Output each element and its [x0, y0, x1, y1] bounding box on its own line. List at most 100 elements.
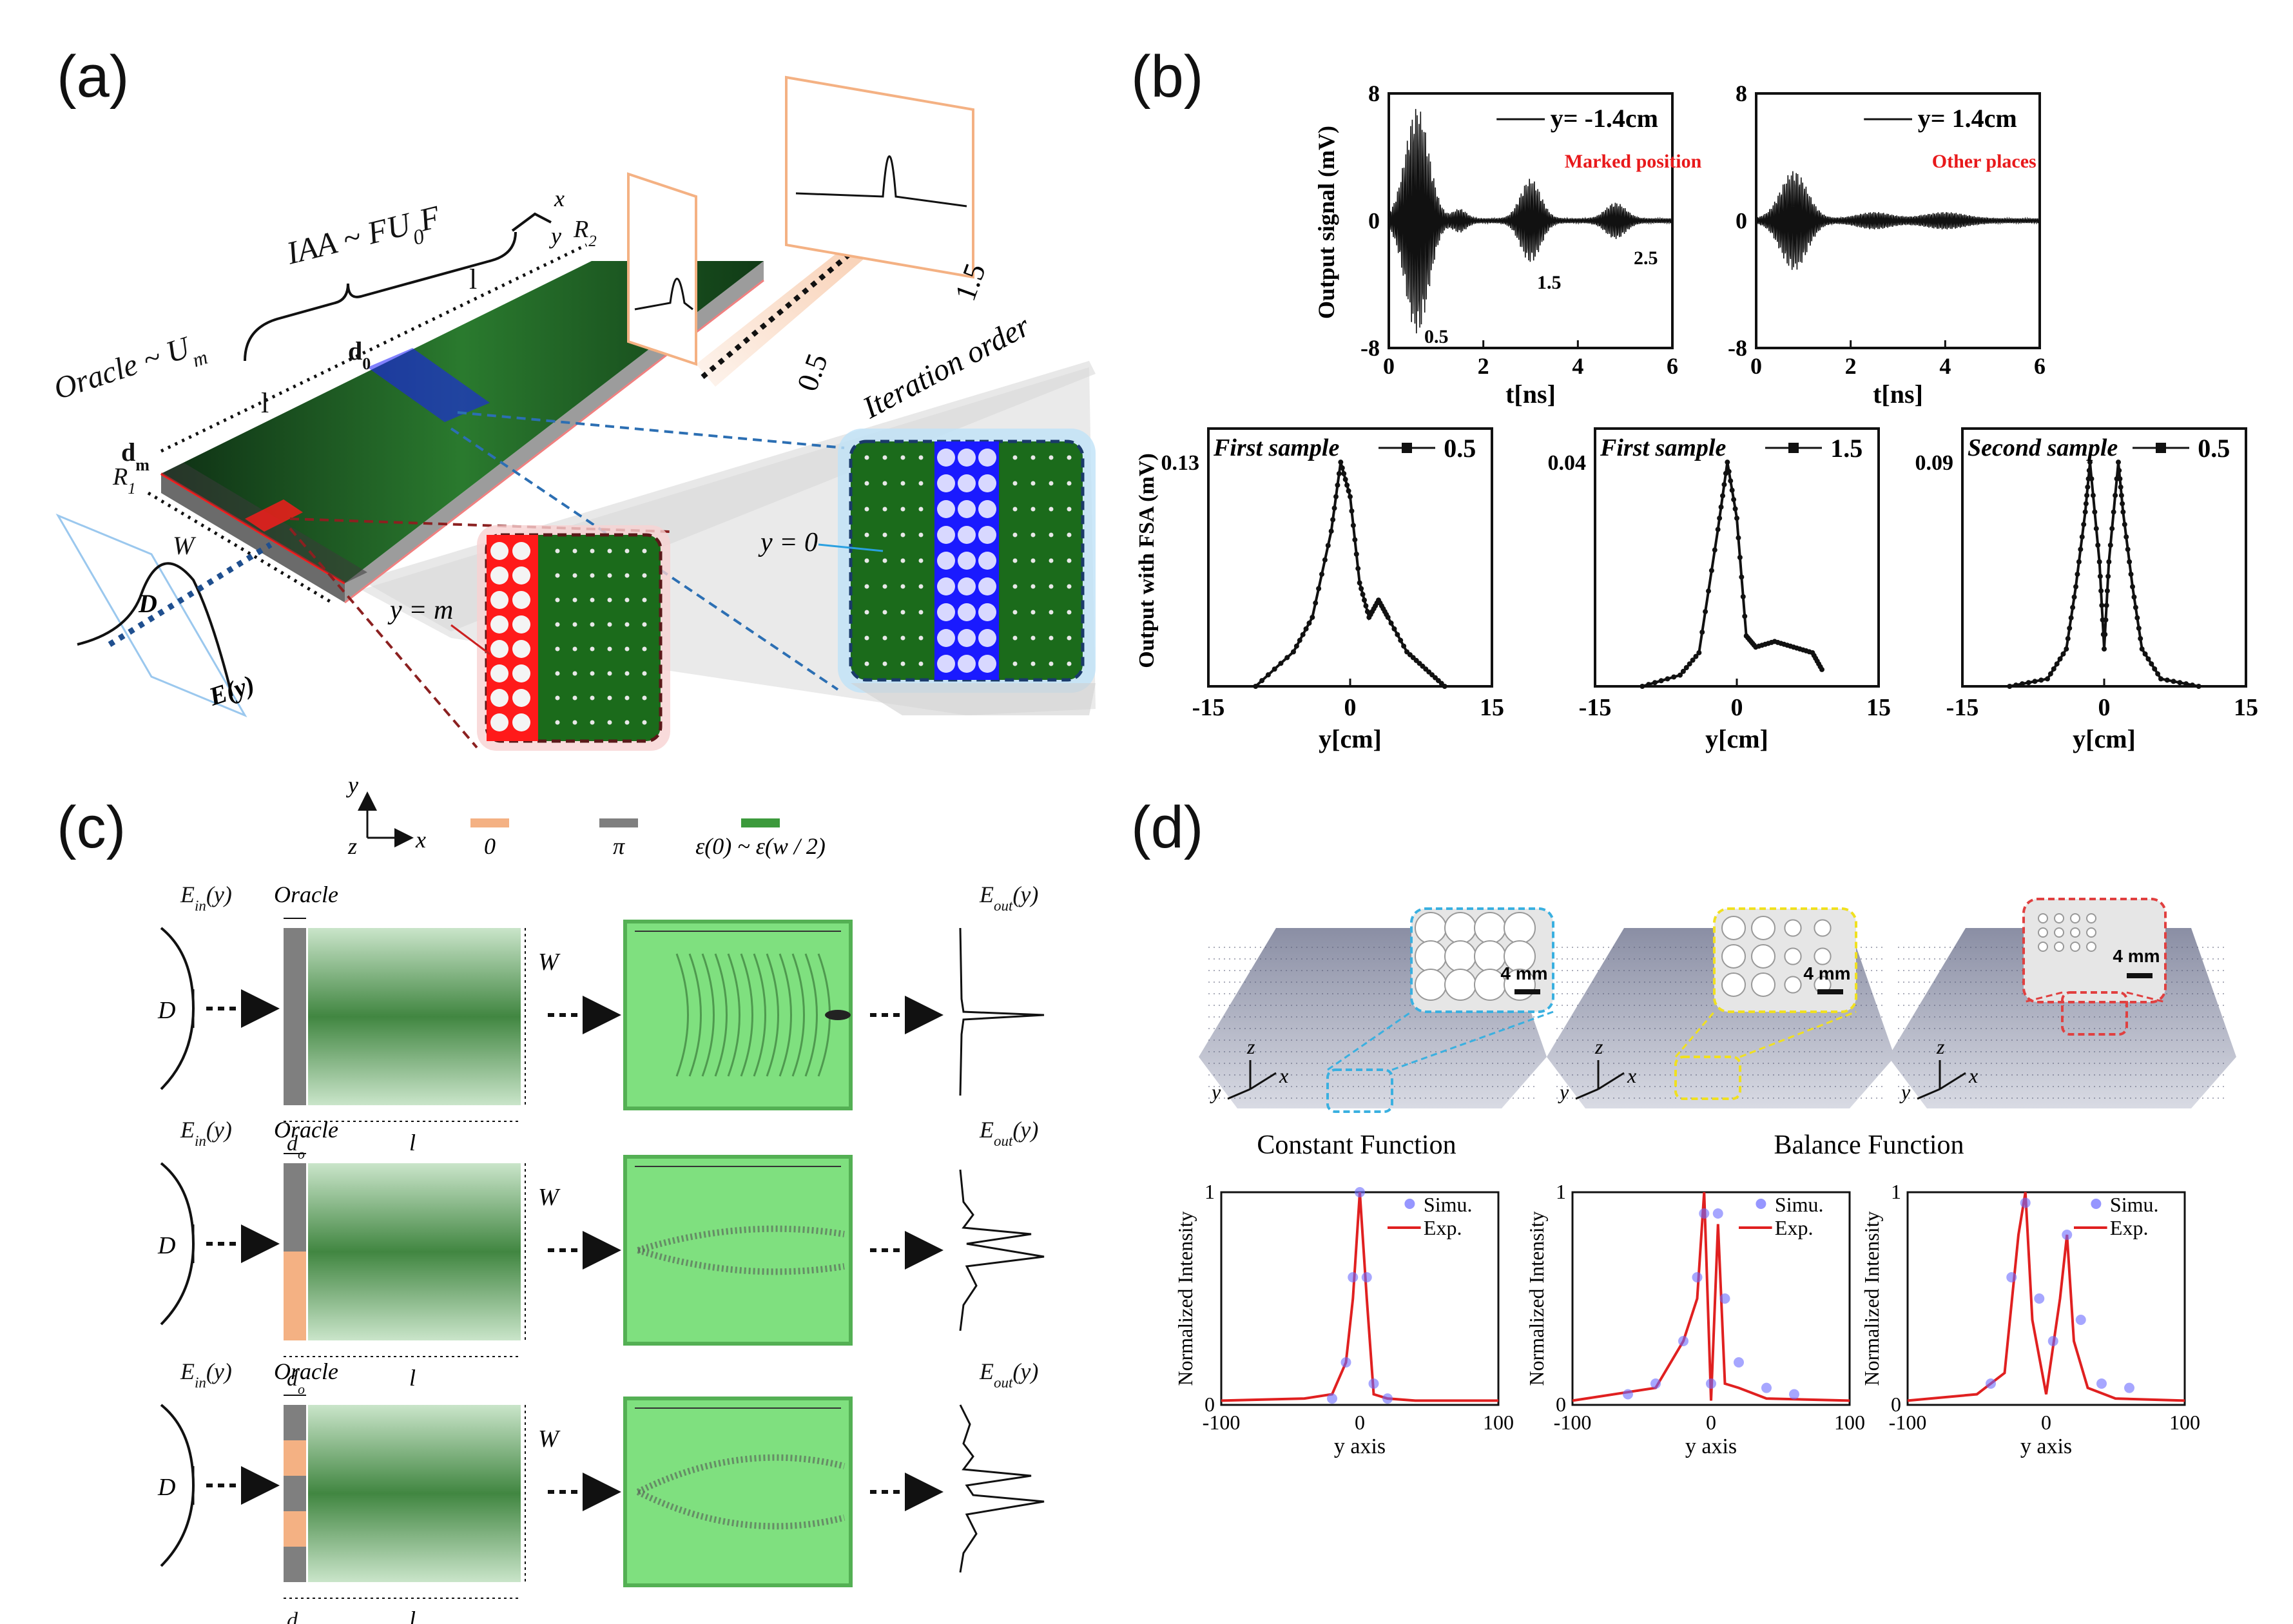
- fsa-point: [2104, 603, 2109, 608]
- fsa-point: [1442, 684, 1447, 689]
- y-max-label: 0.09: [1915, 451, 1954, 475]
- ein-label-main: E: [180, 1358, 195, 1384]
- simu-point: [1368, 1378, 1379, 1389]
- inset-blue-dot: [1049, 661, 1054, 666]
- ein-label: Ein(y): [180, 882, 232, 914]
- fsa-point: [1718, 504, 1724, 510]
- inset-red-dot: [642, 548, 647, 554]
- fsa-point: [1683, 665, 1689, 671]
- inset-red-dot: [590, 597, 595, 603]
- fsa-point: [1293, 643, 1299, 649]
- d-label: D: [138, 589, 157, 618]
- inset-red-dot: [572, 695, 577, 701]
- x-tick-label: -15: [1192, 694, 1225, 721]
- inset-red-hole: [490, 542, 508, 560]
- fsa-point: [2007, 684, 2013, 689]
- fsa-point: [2065, 635, 2071, 641]
- exp-curve: [1572, 1192, 1850, 1402]
- inset-blue-dot: [918, 558, 924, 563]
- x-label: y axis: [2020, 1435, 2072, 1458]
- inset-blue-hole: [937, 526, 955, 544]
- inset-blue-hole: [937, 603, 955, 621]
- fsa-point: [2076, 559, 2082, 565]
- fsa-point: [2078, 546, 2084, 552]
- d-block-2: 4 mm zx y: [1888, 898, 2236, 1108]
- fsa-point: [2177, 680, 2183, 686]
- inset-blue-hole: [958, 500, 976, 518]
- inset-blue-hole: [958, 449, 976, 467]
- fsa-point: [2098, 588, 2104, 594]
- fsa-point: [2104, 588, 2110, 594]
- y-label: Normalized Intensity: [1525, 1211, 1548, 1386]
- fsa-point: [2105, 574, 2111, 579]
- fsa-point: [2133, 604, 2138, 610]
- w-label: W: [538, 1426, 561, 1453]
- legend-simu: Simu.: [1775, 1193, 1824, 1216]
- output-card-05: [627, 172, 697, 366]
- oracle-seg: [284, 1440, 306, 1476]
- slab-gradient: [308, 1163, 521, 1340]
- fsa-point: [2106, 559, 2112, 565]
- eout-label-sub: out: [994, 898, 1013, 914]
- oracle-seg: [284, 1476, 306, 1511]
- fsa-point: [2138, 635, 2143, 641]
- inset-blue-dot: [882, 635, 887, 641]
- w-label: W: [173, 531, 197, 560]
- peak-label: 2.5: [1634, 247, 1658, 269]
- highlight-box: [1674, 1056, 1741, 1100]
- inset-hole: [1751, 916, 1775, 940]
- inset-link: [2126, 991, 2166, 1003]
- x-tick-label: 0: [2041, 1411, 2051, 1434]
- r1-label-main: R: [112, 463, 128, 490]
- fsa-point: [1349, 508, 1355, 514]
- legend-marker: [1402, 443, 1412, 453]
- inset-blue-dot: [1030, 481, 1036, 486]
- fsa-point: [2060, 651, 2066, 657]
- ym-label: y = m: [387, 595, 453, 625]
- y-tick-label: -8: [1360, 335, 1380, 361]
- fsa-point: [2083, 501, 2089, 507]
- eout-label-tail: (y): [1012, 1358, 1038, 1384]
- inset-blue-dot: [1012, 507, 1018, 512]
- inset-blue-dot: [900, 532, 905, 537]
- fsa-point: [1330, 517, 1336, 523]
- legend-swatch: [741, 818, 780, 827]
- fsa-point: [1708, 568, 1714, 574]
- inset-blue-dot: [1012, 558, 1018, 563]
- fsa-point: [1335, 482, 1340, 488]
- axis-y-label: y: [1558, 1080, 1569, 1103]
- inset-hole: [1751, 972, 1775, 997]
- zoom-line-red-2: [289, 527, 478, 749]
- wavefront: [779, 953, 792, 1077]
- fsa-point: [2116, 468, 2122, 474]
- simu-point: [2075, 1315, 2086, 1325]
- inset-hole: [1444, 969, 1476, 1001]
- oracle-label-main: Oracle ~ U: [50, 330, 196, 407]
- inset-blue-dot: [918, 532, 924, 537]
- y-tick-label: -8: [1728, 335, 1747, 361]
- ein-label-sub: in: [195, 1375, 206, 1391]
- slab-tint: [308, 1163, 521, 1340]
- legend-label: 0: [484, 833, 496, 859]
- l2-label: l: [469, 264, 477, 295]
- inset-blue-dot: [1067, 635, 1072, 641]
- eout-label: Eout(y): [979, 1358, 1038, 1391]
- iter-05: 0.5: [790, 349, 834, 395]
- fsa-point: [1729, 487, 1735, 493]
- inset-blue-hole: [937, 500, 955, 518]
- fsa-point: [2026, 680, 2031, 686]
- inset-blue-dot: [1049, 610, 1054, 615]
- fsa-point: [2097, 574, 2103, 579]
- fsa-point: [1352, 537, 1358, 543]
- x-label: t[ns]: [1505, 380, 1556, 409]
- d-label: D: [157, 997, 175, 1024]
- inset-blue-dot: [918, 507, 924, 512]
- inset-blue-hole: [937, 474, 955, 492]
- caption-constant: Constant Function: [1257, 1130, 1456, 1160]
- x-tick-label: 4: [1572, 353, 1583, 379]
- inset-red-dot: [642, 597, 647, 603]
- fsa-point: [1362, 597, 1367, 603]
- inset-blue-dot: [864, 661, 869, 666]
